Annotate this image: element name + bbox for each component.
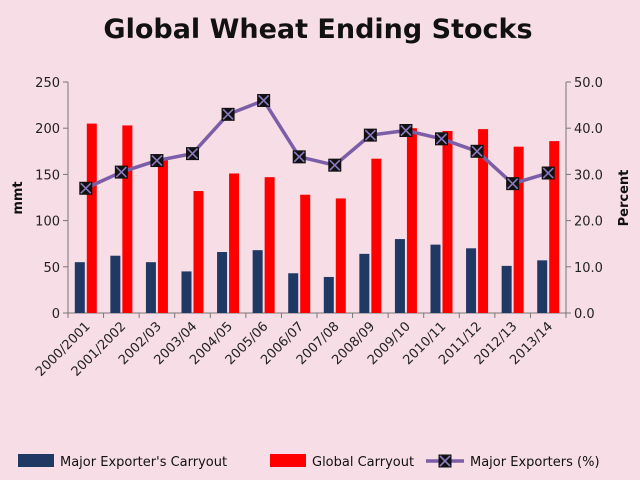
bar [217,252,228,313]
legend-label: Global Carryout [312,455,414,470]
bar [549,141,560,313]
bar [335,198,346,313]
y-tick-label: 250 [35,76,60,91]
bar [406,128,417,313]
point-cross [435,133,448,145]
x-axis: 2000/20012001/20022002/032003/042004/052… [33,313,567,380]
data-point [399,124,413,138]
bar [264,177,275,313]
data-point [435,132,448,146]
bar [145,262,156,313]
legend-label: Major Exporter's Carryout [60,455,227,470]
bar [229,173,240,313]
point-cross [507,178,519,190]
legend-marker-cross [439,455,451,467]
y2-tick-label: 0.0 [574,307,595,322]
plot-area [67,82,567,314]
bar [359,253,370,313]
bar [371,158,382,313]
y2-tick-label: 40.0 [574,122,603,137]
point-cross [364,129,376,141]
bar [513,146,524,313]
bar [181,271,192,313]
bar [442,130,453,313]
bar [86,123,97,313]
y-tick-label: 0 [52,307,60,322]
data-point [541,166,555,180]
bar [252,250,263,313]
bar [157,157,168,313]
bar [430,244,441,313]
point-cross [80,182,92,194]
y-tick-label: 100 [35,215,60,230]
legend-swatch [270,454,306,467]
legend: Major Exporter's Carryout Global Carryout… [18,454,600,470]
data-point [221,107,235,121]
point-cross [471,145,483,157]
bar [394,239,405,313]
bar [122,125,133,313]
data-point [506,177,520,191]
data-point [470,144,484,158]
bar [110,255,121,313]
data-point [292,150,306,164]
data-point [363,128,377,142]
y-axis-label: mmt [11,181,26,214]
legend-label: Major Exporters (%) [470,455,600,470]
bar [288,273,299,313]
legend-swatch [18,454,54,467]
bar [478,129,489,313]
point-cross [400,124,412,137]
point-cross [115,166,127,178]
y-tick-label: 50 [43,261,60,276]
data-point [79,181,93,195]
chart-title: Global Wheat Ending Stocks [103,14,532,45]
point-cross [293,151,305,163]
bar [501,265,512,313]
y-axis-right: 0.0 10.0 20.0 30.0 40.0 50.0 [566,76,603,322]
data-point [186,147,199,161]
bar [537,260,548,313]
bar [74,262,85,313]
point-cross [186,148,199,160]
y2-tick-label: 20.0 [574,215,603,230]
data-point [328,158,342,172]
point-cross [542,167,554,179]
y-axis-left: 0 50 100 150 200 250 [35,76,68,322]
y2-tick-label: 30.0 [574,168,603,183]
data-point [257,93,271,107]
bar [193,191,204,313]
point-cross [222,108,234,120]
y-tick-label: 200 [35,122,60,137]
y-tick-label: 150 [35,168,60,183]
data-point [114,165,128,179]
point-cross [151,154,163,167]
y2-tick-label: 10.0 [574,261,603,276]
y2-tick-label: 50.0 [574,76,603,91]
bar [323,276,334,313]
point-cross [329,159,341,171]
point-cross [258,94,270,107]
bar [300,194,311,313]
data-point [150,154,164,168]
y2-axis-label: Percent [617,170,632,227]
bar [466,248,477,313]
